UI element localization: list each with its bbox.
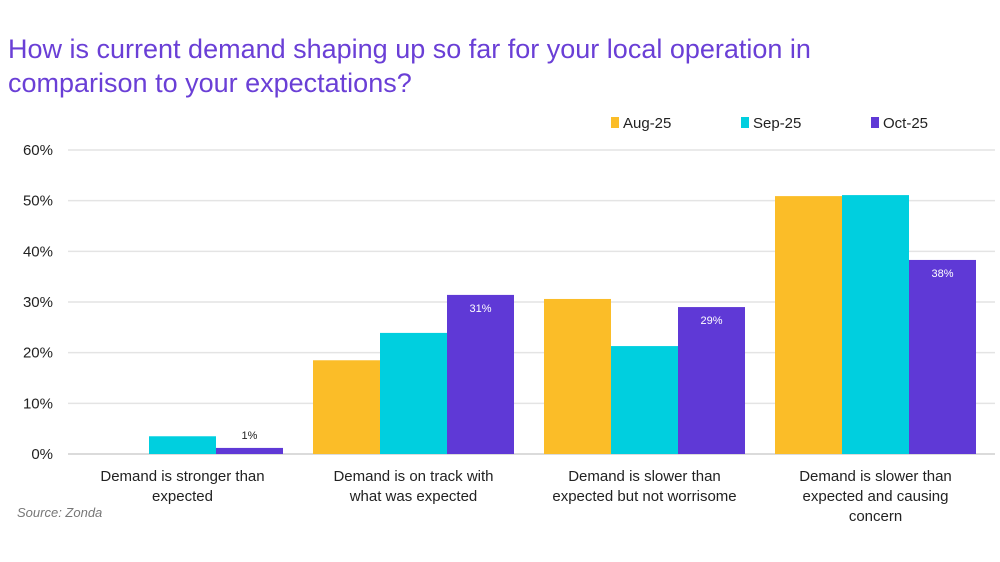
chart-title: How is current demand shaping up so far … <box>8 34 811 98</box>
x-category-label: Demand is slower than expected but not wo… <box>552 468 736 505</box>
data-label: 1% <box>242 430 258 442</box>
data-label: 29% <box>700 315 722 327</box>
y-tick-label: 50% <box>23 193 53 210</box>
bar-sep-25 <box>149 436 216 454</box>
legend-label: Aug-25 <box>623 115 671 132</box>
y-tick-label: 40% <box>23 243 53 260</box>
bar-oct-25 <box>678 307 745 454</box>
bar-sep-25 <box>842 195 909 455</box>
x-category-label: Demand is stronger than expected <box>100 468 264 505</box>
bar-aug-25 <box>544 298 611 454</box>
bar-aug-25 <box>775 196 842 454</box>
bar-oct-25 <box>447 294 514 454</box>
bar-oct-25 <box>216 447 283 454</box>
legend-swatch <box>611 117 619 128</box>
legend-swatch <box>741 117 749 128</box>
x-category-label: Demand is on track with what was expected <box>333 468 493 505</box>
y-tick-label: 20% <box>23 345 53 362</box>
x-category-label: Demand is slower than expected and causin… <box>799 468 952 525</box>
legend-label: Oct-25 <box>883 115 928 132</box>
y-tick-label: 60% <box>23 142 53 159</box>
source-note: Source: Zonda <box>17 505 103 520</box>
bar-aug-25 <box>313 360 380 454</box>
legend-swatch <box>871 117 879 128</box>
y-tick-label: 0% <box>31 446 53 463</box>
bar-sep-25 <box>611 346 678 454</box>
y-tick-label: 10% <box>23 395 53 412</box>
y-tick-label: 30% <box>23 294 53 311</box>
bar-oct-25 <box>909 259 976 454</box>
bar-sep-25 <box>380 332 447 454</box>
legend-label: Sep-25 <box>753 115 801 132</box>
data-label: 31% <box>469 303 491 315</box>
data-label: 38% <box>931 268 953 280</box>
